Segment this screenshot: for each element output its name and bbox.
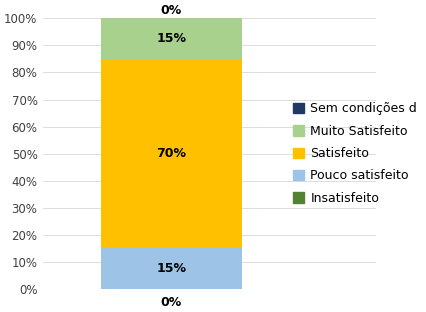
Text: 15%: 15% — [156, 32, 186, 45]
Text: 0%: 0% — [161, 295, 182, 309]
Legend: Sem condições d, Muito Satisfeito, Satisfeito, Pouco satisfeito, Insatisfeito: Sem condições d, Muito Satisfeito, Satis… — [289, 99, 421, 209]
Text: 15%: 15% — [156, 262, 186, 275]
Bar — [101, 248, 242, 289]
Bar — [101, 18, 242, 59]
Text: 0%: 0% — [161, 4, 182, 17]
Text: 70%: 70% — [156, 147, 186, 160]
Bar — [101, 59, 242, 248]
